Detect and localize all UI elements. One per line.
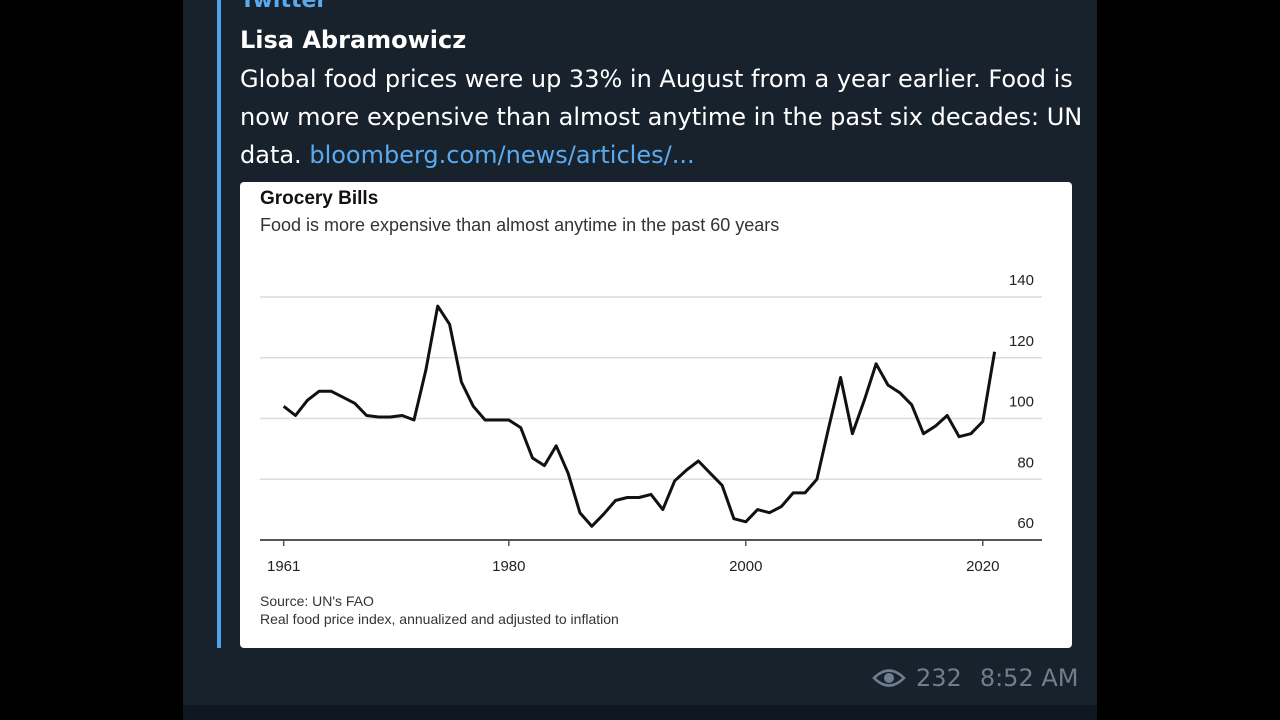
y-tick-label: 140: [1009, 272, 1034, 289]
y-tick-label: 100: [1009, 394, 1034, 411]
author-name[interactable]: Lisa Abramowicz: [240, 26, 467, 54]
chart-source-line: Source: UN's FAO: [260, 593, 374, 609]
line-chart: 60 80 100 120 140 1961 1980 2000 2020: [260, 272, 1042, 575]
chart-note: Real food price index, annualized and ad…: [260, 611, 619, 627]
message-time: 8:52 AM: [979, 664, 1079, 692]
chart-title: Grocery Bills: [260, 188, 379, 209]
x-tick-label: 1961: [267, 558, 300, 575]
x-tick-label: 1980: [492, 558, 525, 575]
forward-source[interactable]: Twitter: [240, 0, 328, 13]
y-tick-label: 80: [1017, 454, 1034, 471]
chart-card[interactable]: Grocery Bills Food is more expensive tha…: [240, 182, 1072, 648]
eye-icon: [872, 669, 906, 687]
chart-source: Source: UN's FAO Real food price index, …: [260, 592, 619, 628]
view-count: 232: [916, 664, 962, 692]
x-tick-label: 2000: [729, 558, 762, 575]
series-line: [282, 304, 997, 528]
message-meta: 232 8:52 AM: [872, 660, 1078, 696]
chart-subtitle: Food is more expensive than almost anyti…: [260, 215, 780, 235]
quote-bar: [217, 0, 221, 648]
message-text: Global food prices were up 33% in August…: [240, 60, 1090, 174]
y-tick-label: 60: [1017, 515, 1034, 532]
y-tick-label: 120: [1009, 333, 1034, 350]
article-link[interactable]: bloomberg.com/news/articles/...: [309, 141, 695, 169]
x-tick-label: 2020: [966, 558, 999, 575]
message-body: Global food prices were up 33% in August…: [240, 65, 1083, 169]
chat-background: [183, 705, 1097, 720]
